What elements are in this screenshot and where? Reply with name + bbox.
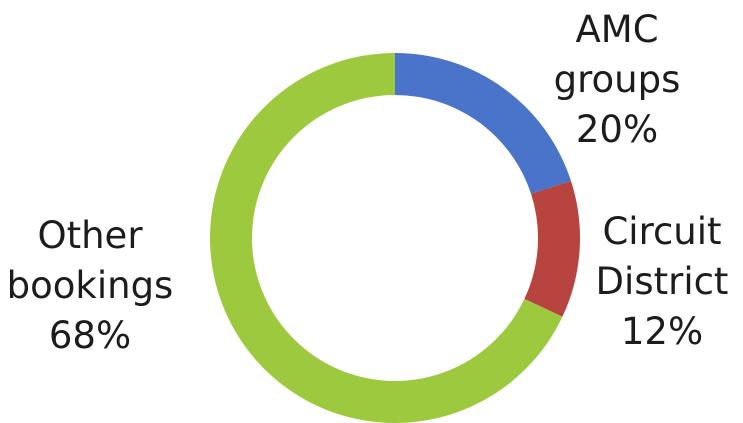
donut-slice-circuit-district [524,180,580,317]
data-label-circuit-district-line1: Circuit [602,210,722,253]
data-label-other-bookings: Other bookings 68% [0,211,180,361]
data-label-circuit-district: Circuit District 12% [577,207,743,357]
data-label-amc-groups-percent: 20% [575,108,659,151]
data-label-circuit-district-percent: 12% [620,310,704,353]
donut-slice-amc-groups [395,53,571,194]
data-label-amc-groups: AMC groups 20% [522,5,712,155]
data-label-amc-groups-line2: groups [553,58,681,101]
data-label-other-bookings-line1: Other [37,214,143,257]
data-label-other-bookings-line2: bookings [6,264,174,307]
data-label-circuit-district-line2: District [595,260,729,303]
data-label-other-bookings-percent: 68% [48,314,132,357]
data-label-amc-groups-line1: AMC [575,8,659,51]
